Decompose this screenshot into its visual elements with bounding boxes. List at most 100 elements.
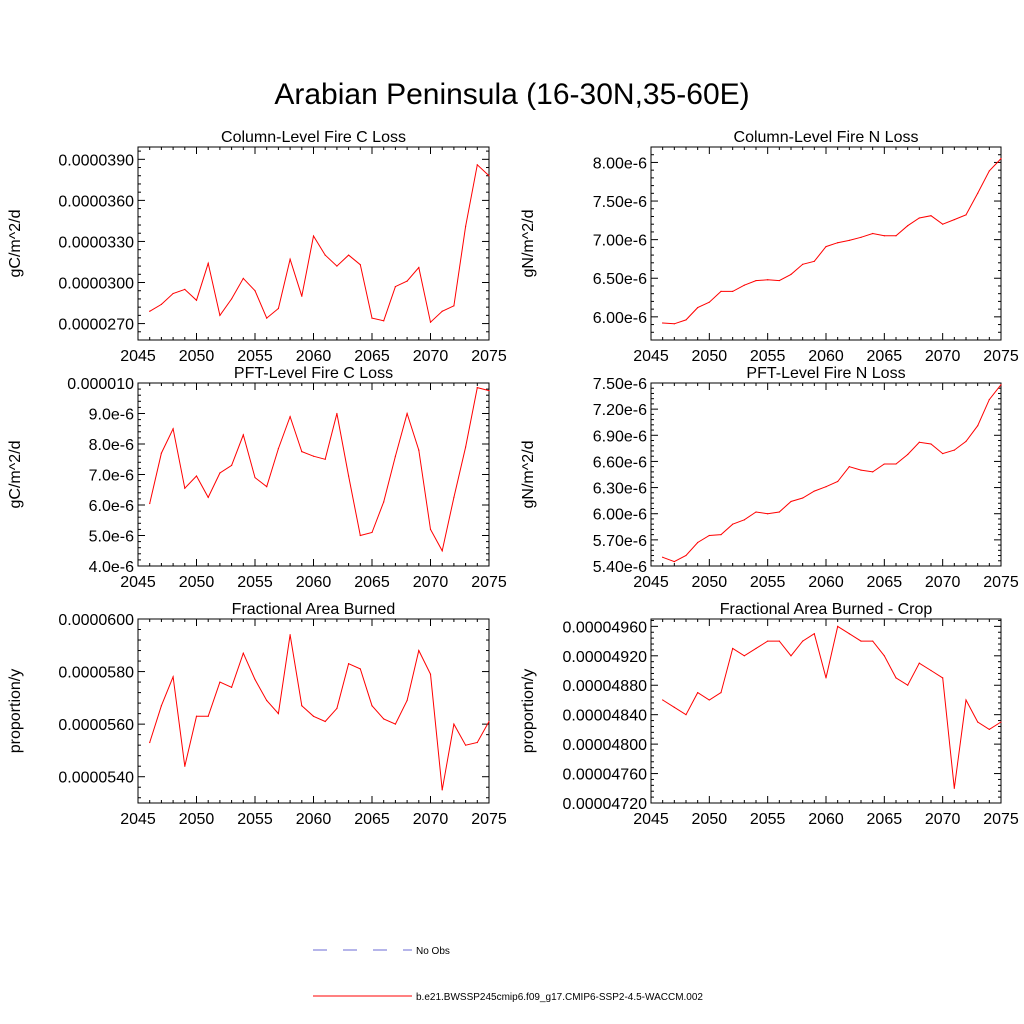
panel-title: Column-Level Fire N Loss [734, 129, 919, 146]
x-tick-label: 2065 [354, 348, 390, 365]
data-point [195, 299, 198, 301]
y-tick-label: 6.50e-6 [593, 271, 647, 288]
y-tick-label: 5.40e-6 [593, 559, 647, 576]
data-point [697, 692, 699, 694]
data-point [965, 214, 967, 216]
panel-title: Column-Level Fire C Loss [221, 129, 406, 146]
plot-frame [650, 146, 1002, 341]
data-point [697, 306, 699, 309]
legend-label: b.e21.BWSSP245cmip6.f09_g17.CMIP6-SSP2-4… [416, 992, 703, 1003]
data-point [301, 705, 303, 707]
x-tick-label: 2050 [692, 811, 728, 828]
chart-panel-3: PFT-Level Fire C Loss gC/m^2/d 2045 2050 205… [7, 365, 507, 591]
data-point [312, 715, 315, 717]
data-point [324, 458, 326, 460]
data-point [207, 262, 209, 264]
x-tick-label: 2070 [925, 811, 961, 828]
y-axis-label: gN/m^2/d [520, 210, 537, 278]
data-point [918, 662, 920, 664]
x-tick-label: 2075 [471, 574, 507, 591]
data-point [895, 463, 897, 465]
data-point [231, 686, 233, 688]
data-point [301, 451, 303, 453]
x-tick-label: 2060 [296, 574, 332, 591]
y-tick-label: 0.00004720 [562, 796, 647, 813]
data-point [802, 497, 804, 499]
data-point [453, 305, 455, 307]
data-point [860, 236, 862, 238]
data-point [336, 265, 338, 267]
data-point [149, 502, 151, 505]
data-point [953, 218, 955, 221]
data-point [254, 290, 256, 292]
y-tick-label: 0.0000390 [58, 152, 134, 169]
data-point [790, 500, 792, 503]
data-point [720, 692, 722, 694]
data-point [254, 678, 256, 681]
data-point [441, 550, 443, 552]
data-point [673, 561, 675, 563]
data-point [406, 412, 408, 415]
y-tick-label: 0.00004880 [562, 678, 647, 695]
data-point [266, 699, 268, 702]
plot-frame [137, 382, 490, 567]
data-point [767, 640, 769, 642]
data-point [790, 655, 792, 657]
data-point [371, 317, 373, 319]
data-point [825, 677, 827, 679]
data-point [848, 239, 850, 242]
data-point [883, 463, 885, 465]
data-point [406, 699, 408, 702]
data-point [312, 455, 315, 457]
y-tick-label: 6.30e-6 [593, 481, 647, 498]
data-point [277, 713, 279, 715]
y-axis-label: gN/m^2/d [520, 441, 537, 509]
data-point [488, 390, 490, 392]
y-tick-label: 0.0000600 [58, 612, 134, 629]
y-tick-label: 0.00004920 [562, 649, 647, 666]
data-point [172, 292, 174, 295]
series-line [149, 163, 490, 324]
y-tick-label: 7.0e-6 [89, 468, 134, 485]
data-point [406, 280, 408, 282]
data-point [755, 647, 757, 650]
y-axis-label: gC/m^2/d [7, 210, 24, 278]
data-point [720, 290, 722, 292]
data-point [685, 714, 687, 716]
data-point [988, 398, 990, 401]
data-point [755, 279, 757, 282]
data-point [872, 232, 874, 235]
data-point [371, 531, 373, 534]
data-point [184, 765, 186, 767]
data-point [708, 301, 710, 303]
data-point [813, 490, 815, 492]
chart-panel-1: Column-Level Fire C Loss gC/m^2/d 2045 2050… [7, 129, 507, 365]
x-tick-label: 2070 [413, 811, 449, 828]
data-point [837, 242, 839, 244]
y-tick-label: 5.0e-6 [89, 529, 134, 546]
y-tick-label: 0.00004960 [562, 619, 647, 636]
x-tick-label: 2065 [354, 811, 390, 828]
x-tick-label: 2070 [925, 574, 961, 591]
panel-title: PFT-Level Fire N Loss [746, 365, 905, 382]
data-point [872, 640, 874, 642]
series-line [149, 634, 490, 790]
data-point [662, 699, 664, 701]
data-point [988, 728, 990, 731]
panel-title: Fractional Area Burned [232, 601, 396, 618]
data-point [825, 486, 827, 488]
data-point [418, 266, 420, 269]
x-tick-label: 2055 [750, 811, 786, 828]
data-point [465, 225, 467, 227]
y-tick-label: 0.00004800 [562, 737, 647, 754]
y-tick-label: 4.0e-6 [89, 559, 134, 576]
x-tick-label: 2075 [983, 574, 1019, 591]
data-point [453, 496, 455, 498]
data-point [685, 319, 687, 321]
x-tick-label: 2045 [633, 811, 669, 828]
x-tick-label: 2075 [471, 348, 507, 365]
data-point [476, 741, 478, 744]
data-point [883, 655, 885, 657]
series-line [662, 158, 1002, 325]
